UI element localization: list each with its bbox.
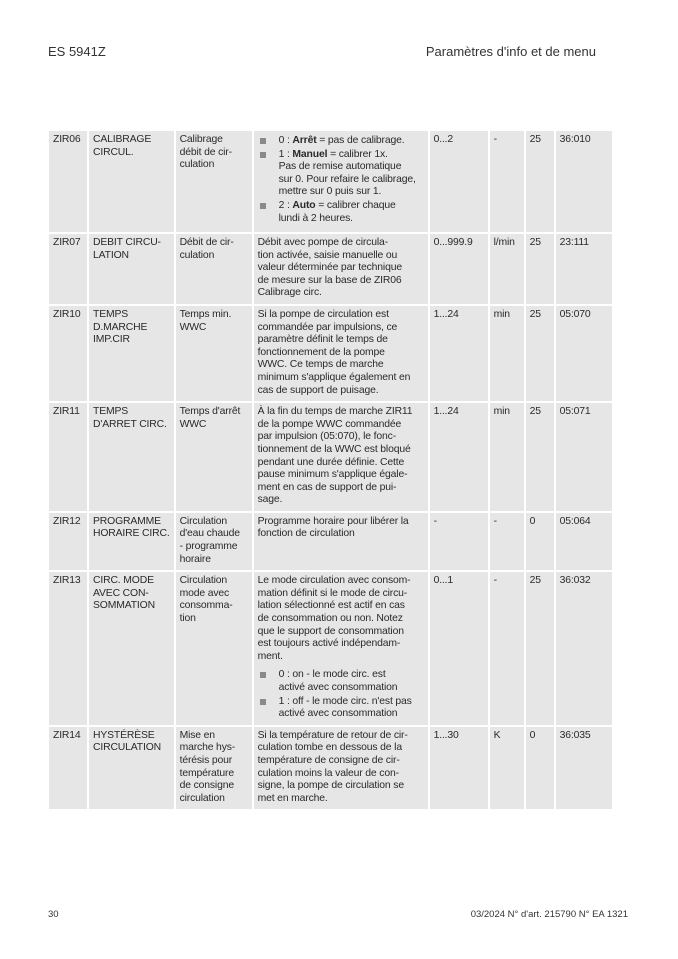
parameter-label: Circulation mode avec consomma- tion [175, 572, 252, 725]
section-title: Paramètres d'info et de menu [425, 44, 596, 59]
bullet-prefix: 1 : [278, 148, 293, 160]
parameter-label: Débit de cir- culation [175, 234, 252, 304]
parameter-name: PROGRAMME HORAIRE CIRC. [89, 512, 174, 571]
description-text: Le mode circulation avec consom- mation … [257, 575, 411, 662]
bullet-square-icon [259, 151, 266, 158]
bullet-text: = calibrer chaque lundi à 2 heures. [278, 199, 396, 224]
parameter-description: Débit avec pompe de circula- tion activé… [253, 234, 428, 304]
table-row: ZIR11 TEMPS D'ARRET CIRC. Temps d'arrêt WW… [49, 403, 612, 511]
bullet-prefix: 0 : on - le mode circ. est activé avec c… [278, 669, 398, 693]
parameter-code: ZIR07 [49, 234, 87, 304]
parameter-address: 36:035 [555, 726, 612, 810]
parameter-label: Calibrage débit de cir- culation [175, 131, 252, 232]
table-row: ZIR07 DEBIT CIRCU- LATION Débit de cir- cu… [49, 234, 612, 304]
parameter-code: ZIR14 [49, 726, 87, 810]
bullet-bold: Auto [292, 199, 316, 211]
parameter-address: 05:064 [555, 512, 612, 571]
default-value: 25 [525, 305, 554, 402]
table-row: ZIR10 TEMPS D.MARCHE IMP.CIR Temps min. WW… [49, 305, 612, 402]
bullet-square-icon [259, 698, 266, 705]
bullet-bold: Arrêt [292, 135, 317, 146]
bullet-square-icon [259, 202, 266, 209]
page-number: 30 [48, 909, 59, 920]
bullet-text: = calibrer 1x. [327, 148, 388, 160]
value-range: 1...24 [429, 305, 488, 402]
value-range: - [429, 512, 488, 571]
unit: min [489, 305, 524, 402]
parameter-code: ZIR06 [49, 131, 87, 232]
bullet-item: 0 : on - le mode circ. est activé avec c… [258, 669, 424, 694]
table-row: ZIR06 CALIBRAGE CIRCUL. Calibrage débit de… [49, 131, 612, 232]
parameter-address: 05:070 [555, 305, 612, 402]
value-range: 1...24 [429, 403, 488, 511]
parameter-address: 36:032 [555, 572, 612, 725]
parameter-code: ZIR12 [49, 512, 87, 571]
parameter-description: Programme horaire pour libérer la foncti… [253, 512, 428, 571]
parameter-description: Le mode circulation avec consom- mation … [253, 572, 428, 725]
bullet-square-icon [259, 138, 266, 144]
bullet-square-icon [259, 672, 266, 679]
default-value: 25 [525, 403, 554, 511]
parameter-address: 05:071 [555, 403, 612, 511]
parameter-label: Mise en marche hys- térésis pour tempéra… [175, 726, 252, 810]
bullet-prefix: 2 : [278, 199, 293, 211]
description-text: Débit avec pompe de circula- tion activé… [257, 237, 403, 299]
unit: l/min [489, 234, 524, 304]
bullet-prefix: 0 : [278, 135, 293, 146]
parameter-name: TEMPS D'ARRET CIRC. [89, 403, 174, 511]
table-row: ZIR13 CIRC. MODE AVEC CON- SOMMATION Circu… [49, 572, 612, 725]
bullet-item: 1 : off - le mode circ. n'est pas activé… [258, 696, 424, 721]
default-value: 0 [525, 512, 554, 571]
value-range: 0...999.9 [429, 234, 488, 304]
default-value: 25 [525, 234, 554, 304]
unit: - [489, 131, 524, 232]
unit: min [489, 403, 524, 511]
parameter-name: CIRC. MODE AVEC CON- SOMMATION [89, 572, 174, 725]
bullet-bold: Manuel [292, 148, 328, 160]
parameter-label: Circulation d'eau chaude - programme hor… [175, 512, 252, 571]
table-row: ZIR14 HYSTÉRÈSE CIRCULATION Mise en marche… [49, 726, 612, 810]
unit: K [489, 726, 524, 810]
article-reference: 03/2024 N° d'art. 215790 N° EA 1321 [470, 909, 628, 920]
value-range: 1...30 [429, 726, 488, 810]
parameter-label: Temps d'arrêt WWC [175, 403, 252, 511]
bullet-item: 2 : Auto = calibrer chaque lundi à 2 heu… [258, 200, 424, 225]
bullet-item: 0 : Arrêt = pas de calibrage. [258, 135, 424, 148]
description-text: Programme horaire pour libérer la foncti… [257, 515, 409, 540]
default-value: 0 [525, 726, 554, 810]
value-range: 0...2 [429, 131, 488, 232]
parameter-description: À la fin du temps de marche ZIR11 de la … [253, 403, 428, 511]
bullet-text: = pas de calibrage. [316, 135, 405, 146]
bullet-item: 1 : Manuel = calibrer 1x. Pas de remise a… [258, 149, 424, 199]
parameter-table: ZIR06 CALIBRAGE CIRCUL. Calibrage débit de… [47, 129, 614, 811]
table-row: ZIR12 PROGRAMME HORAIRE CIRC. Circulation … [49, 512, 612, 571]
parameter-name: TEMPS D.MARCHE IMP.CIR [89, 305, 174, 402]
parameter-name: HYSTÉRÈSE CIRCULATION [89, 726, 174, 810]
description-text: Si la pompe de circulation est commandée… [257, 308, 411, 396]
bullet-note: Pas de remise automatique sur 0. Pour re… [278, 161, 416, 198]
value-range: 0...1 [429, 572, 488, 725]
parameter-description: 0 : Arrêt = pas de calibrage. 1 : Manuel … [253, 131, 428, 232]
parameter-label: Temps min. WWC [175, 305, 252, 402]
parameter-address: 23:111 [555, 234, 612, 304]
description-text: À la fin du temps de marche ZIR11 de la … [257, 406, 413, 506]
parameter-description: Si la pompe de circulation est commandée… [253, 305, 428, 402]
unit: - [489, 572, 524, 725]
description-text: Si la température de retour de cir- cula… [257, 729, 408, 804]
parameter-address: 36:010 [555, 131, 612, 232]
default-value: 25 [525, 572, 554, 725]
document-code: ES 5941Z [48, 44, 106, 59]
parameter-description: Si la température de retour de cir- cula… [253, 726, 428, 810]
parameter-code: ZIR13 [49, 572, 87, 725]
unit: - [489, 512, 524, 571]
parameter-code: ZIR10 [49, 305, 87, 402]
parameter-name: DEBIT CIRCU- LATION [89, 234, 174, 304]
parameter-code: ZIR11 [49, 403, 87, 511]
parameter-name: CALIBRAGE CIRCUL. [89, 131, 174, 232]
bullet-prefix: 1 : off - le mode circ. n'est pas activé… [278, 695, 412, 720]
default-value: 25 [525, 131, 554, 232]
